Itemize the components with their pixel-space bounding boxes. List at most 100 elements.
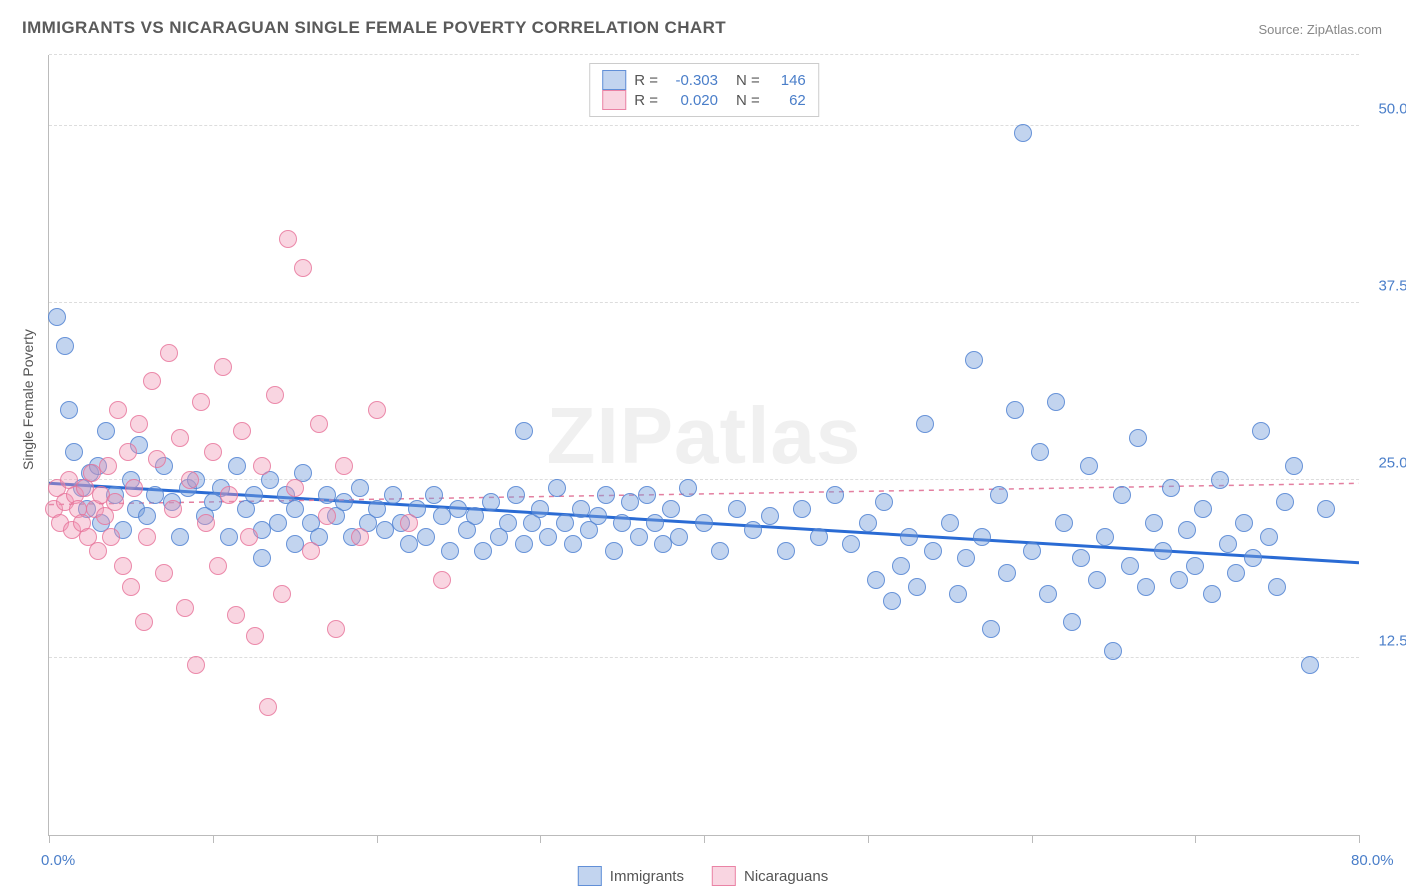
legend-swatch — [578, 866, 602, 886]
gridline-horizontal — [49, 479, 1359, 480]
data-point — [246, 627, 264, 645]
data-point — [214, 358, 232, 376]
data-point — [1080, 457, 1098, 475]
x-tick — [49, 835, 50, 843]
data-point — [941, 514, 959, 532]
data-point — [867, 571, 885, 589]
data-point — [65, 443, 83, 461]
data-point — [109, 401, 127, 419]
data-point — [1194, 500, 1212, 518]
data-point — [114, 557, 132, 575]
data-point — [1145, 514, 1163, 532]
data-point — [143, 372, 161, 390]
data-point — [638, 486, 656, 504]
data-point — [957, 549, 975, 567]
data-point — [233, 422, 251, 440]
data-point — [122, 578, 140, 596]
legend-r-label: R = — [634, 92, 658, 109]
data-point — [286, 500, 304, 518]
data-point — [1203, 585, 1221, 603]
data-point — [474, 542, 492, 560]
data-point — [965, 351, 983, 369]
data-point — [1047, 393, 1065, 411]
data-point — [973, 528, 991, 546]
data-point — [1260, 528, 1278, 546]
data-point — [1031, 443, 1049, 461]
x-tick — [540, 835, 541, 843]
legend-n-value: 62 — [768, 92, 806, 109]
data-point — [146, 486, 164, 504]
data-point — [761, 507, 779, 525]
data-point — [499, 514, 517, 532]
data-point — [441, 542, 459, 560]
data-point — [99, 457, 117, 475]
data-point — [286, 535, 304, 553]
data-point — [793, 500, 811, 518]
data-point — [1055, 514, 1073, 532]
data-point — [1023, 542, 1041, 560]
data-point — [449, 500, 467, 518]
legend-item: Nicaraguans — [712, 866, 828, 886]
data-point — [135, 613, 153, 631]
data-point — [744, 521, 762, 539]
legend-swatch — [602, 70, 626, 90]
data-point — [842, 535, 860, 553]
data-point — [531, 500, 549, 518]
data-point — [1317, 500, 1335, 518]
data-point — [83, 464, 101, 482]
correlation-legend: R =-0.303N =146R =0.020N =62 — [589, 63, 819, 117]
legend-r-value: 0.020 — [666, 92, 718, 109]
data-point — [695, 514, 713, 532]
x-tick — [213, 835, 214, 843]
data-point — [1096, 528, 1114, 546]
series-legend: Immigrants Nicaraguans — [578, 866, 828, 886]
data-point — [125, 479, 143, 497]
y-tick-label: 12.5% — [1378, 632, 1406, 649]
data-point — [1276, 493, 1294, 511]
gridline-horizontal — [49, 54, 1359, 55]
data-point — [171, 429, 189, 447]
gridline-horizontal — [49, 125, 1359, 126]
data-point — [1006, 401, 1024, 419]
x-tick — [1032, 835, 1033, 843]
data-point — [662, 500, 680, 518]
data-point — [1137, 578, 1155, 596]
legend-row: R =0.020N =62 — [602, 90, 806, 110]
data-point — [597, 486, 615, 504]
data-point — [1268, 578, 1286, 596]
data-point — [924, 542, 942, 560]
data-point — [89, 542, 107, 560]
y-axis-label: Single Female Poverty — [20, 329, 36, 470]
data-point — [335, 457, 353, 475]
data-point — [892, 557, 910, 575]
gridline-horizontal — [49, 302, 1359, 303]
data-point — [1063, 613, 1081, 631]
data-point — [302, 542, 320, 560]
legend-r-value: -0.303 — [666, 72, 718, 89]
data-point — [400, 514, 418, 532]
legend-n-value: 146 — [768, 72, 806, 89]
data-point — [777, 542, 795, 560]
data-point — [1285, 457, 1303, 475]
data-point — [106, 493, 124, 511]
data-point — [433, 507, 451, 525]
data-point — [119, 443, 137, 461]
data-point — [310, 415, 328, 433]
data-point — [1170, 571, 1188, 589]
data-point — [1211, 471, 1229, 489]
legend-n-label: N = — [736, 72, 760, 89]
data-point — [1235, 514, 1253, 532]
data-point — [60, 401, 78, 419]
data-point — [56, 337, 74, 355]
data-point — [400, 535, 418, 553]
legend-label: Immigrants — [610, 868, 684, 885]
data-point — [197, 514, 215, 532]
data-point — [548, 479, 566, 497]
data-point — [556, 514, 574, 532]
data-point — [351, 528, 369, 546]
data-point — [368, 401, 386, 419]
data-point — [859, 514, 877, 532]
data-point — [1219, 535, 1237, 553]
chart-title: IMMIGRANTS VS NICARAGUAN SINGLE FEMALE P… — [22, 18, 726, 38]
data-point — [327, 620, 345, 638]
